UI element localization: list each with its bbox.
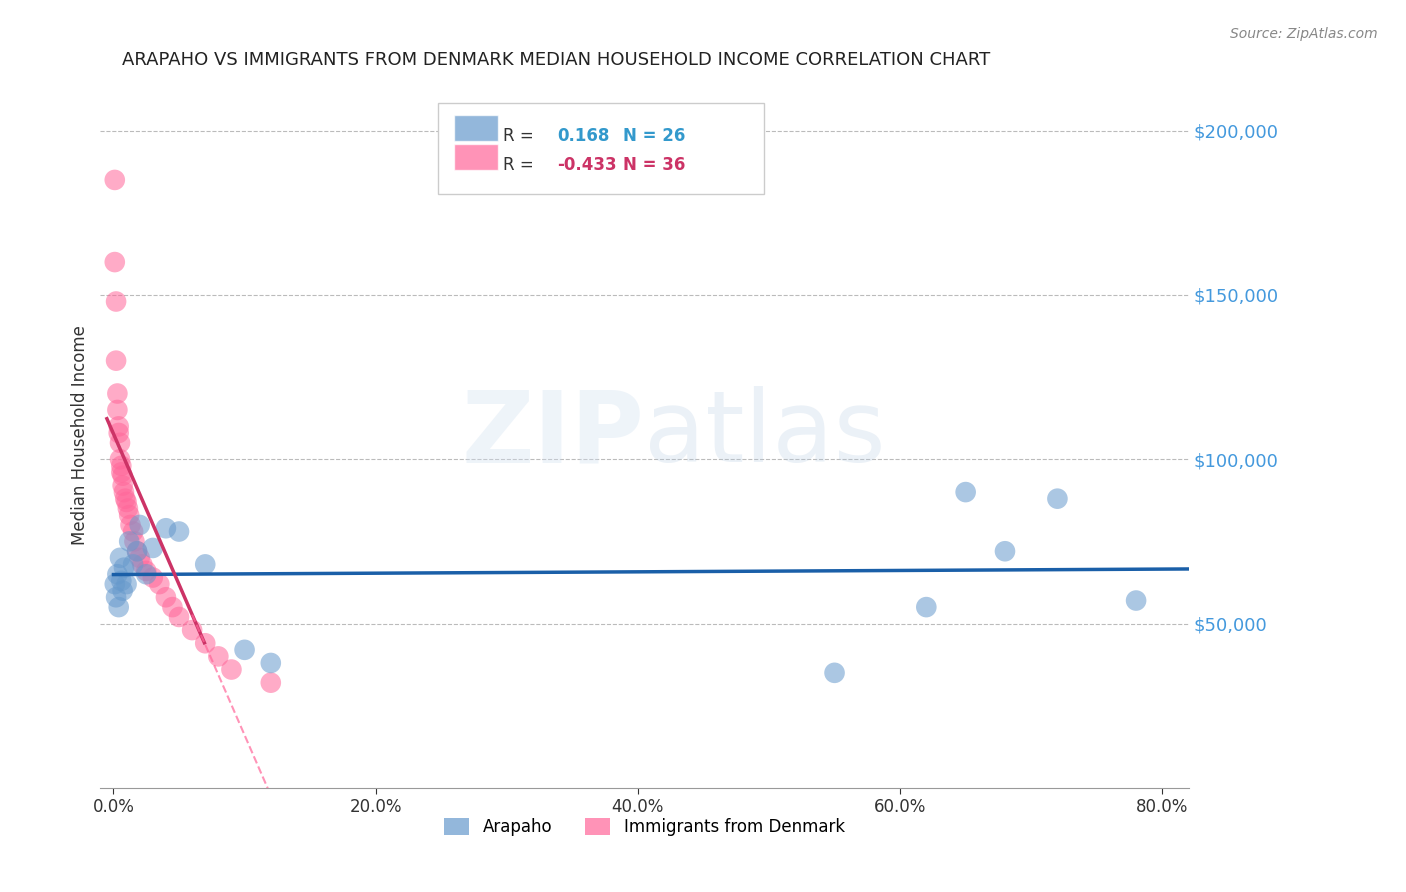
Point: [1125, 593, 1147, 607]
Point: [955, 485, 977, 500]
Point: [105, 403, 128, 417]
Point: [122, 558, 145, 572]
Point: [107, 600, 129, 615]
Point: [260, 675, 283, 690]
Text: -0.433: -0.433: [557, 155, 617, 174]
Point: [260, 656, 283, 670]
Point: [994, 544, 1017, 558]
Point: [111, 478, 134, 492]
Text: ZIP: ZIP: [461, 386, 644, 483]
Y-axis label: Median Household Income: Median Household Income: [72, 325, 89, 544]
Point: [162, 600, 184, 615]
FancyBboxPatch shape: [454, 115, 498, 142]
Point: [167, 524, 190, 539]
Point: [122, 524, 145, 539]
Point: [207, 649, 229, 664]
Point: [105, 567, 128, 582]
Point: [107, 419, 129, 434]
Point: [111, 468, 134, 483]
Point: [115, 577, 138, 591]
Point: [155, 591, 177, 605]
Point: [128, 550, 150, 565]
Point: [108, 550, 131, 565]
Point: [194, 636, 217, 650]
Point: [142, 541, 165, 555]
Text: N = 26: N = 26: [623, 128, 685, 145]
Point: [128, 518, 150, 533]
Point: [104, 577, 127, 591]
Point: [120, 518, 142, 533]
Text: atlas: atlas: [644, 386, 886, 483]
Legend: Arapaho, Immigrants from Denmark: Arapaho, Immigrants from Denmark: [437, 812, 852, 843]
Point: [167, 610, 190, 624]
Point: [135, 564, 157, 578]
Text: ARAPAHO VS IMMIGRANTS FROM DENMARK MEDIAN HOUSEHOLD INCOME CORRELATION CHART: ARAPAHO VS IMMIGRANTS FROM DENMARK MEDIA…: [122, 51, 990, 69]
Point: [104, 255, 127, 269]
FancyBboxPatch shape: [454, 144, 498, 169]
FancyBboxPatch shape: [437, 103, 763, 194]
Point: [221, 663, 243, 677]
Point: [108, 452, 131, 467]
Point: [117, 501, 139, 516]
Point: [135, 567, 157, 582]
Text: R =: R =: [503, 155, 534, 174]
Point: [104, 173, 127, 187]
Point: [112, 560, 135, 574]
Point: [915, 600, 938, 615]
Text: 0.168: 0.168: [557, 128, 610, 145]
Text: R =: R =: [503, 128, 534, 145]
Point: [105, 353, 128, 368]
Point: [115, 495, 138, 509]
Point: [824, 665, 846, 680]
Point: [111, 583, 134, 598]
Point: [105, 591, 128, 605]
Point: [105, 386, 128, 401]
Point: [118, 508, 141, 522]
Point: [148, 577, 170, 591]
Point: [125, 544, 148, 558]
Point: [131, 558, 153, 572]
Point: [107, 425, 129, 440]
Point: [1046, 491, 1069, 506]
Point: [194, 558, 217, 572]
Text: Source: ZipAtlas.com: Source: ZipAtlas.com: [1230, 27, 1378, 41]
Point: [110, 458, 132, 473]
Point: [118, 534, 141, 549]
Point: [105, 294, 128, 309]
Point: [114, 491, 136, 506]
Point: [124, 534, 146, 549]
Point: [125, 544, 148, 558]
Point: [110, 466, 132, 480]
Point: [112, 485, 135, 500]
Point: [110, 574, 132, 588]
Point: [108, 435, 131, 450]
Point: [233, 643, 256, 657]
Point: [142, 570, 165, 584]
Point: [155, 521, 177, 535]
Text: N = 36: N = 36: [623, 155, 685, 174]
Point: [181, 623, 204, 637]
